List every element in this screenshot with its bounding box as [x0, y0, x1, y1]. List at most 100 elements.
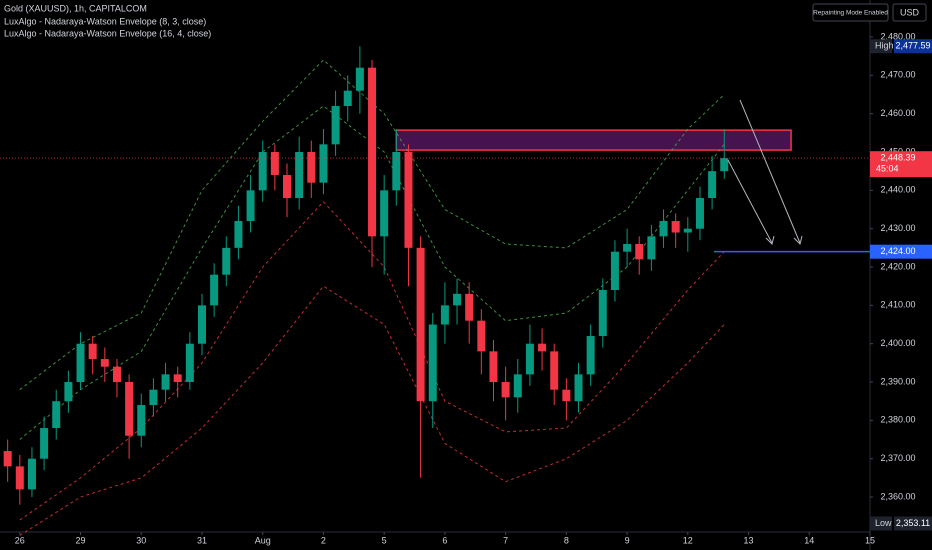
button-label[interactable]: USD [900, 7, 920, 17]
candle-body [64, 382, 73, 402]
y-tick-label: 2,480.00 [880, 31, 915, 41]
candle-body [355, 67, 364, 91]
x-tick-label: 2 [321, 535, 326, 545]
candle-body [477, 320, 486, 352]
y-tick-label: 2,380.00 [880, 415, 915, 425]
candle-body [185, 343, 194, 383]
candle-body [343, 90, 352, 107]
badge-label: 2,477.59 [895, 41, 930, 51]
candle-body [695, 198, 704, 229]
badge-text: High [875, 41, 894, 51]
candle-body [428, 324, 437, 402]
x-tick-label: 12 [683, 535, 693, 545]
badge-text: Low [875, 518, 892, 528]
x-tick-label: 29 [76, 535, 86, 545]
level-label: 2,424.00 [880, 246, 915, 256]
button-label[interactable]: Repainting Mode Enabled [813, 10, 888, 17]
y-tick-label: 2,460.00 [880, 108, 915, 118]
candle-body [125, 382, 134, 436]
indicator-label: LuxAlgo - Nadaraya-Watson Envelope (8, 3… [4, 16, 206, 26]
candle-body [149, 389, 158, 406]
y-tick-label: 2,400.00 [880, 338, 915, 348]
candle-body [647, 236, 656, 260]
y-tick-label: 2,410.00 [880, 300, 915, 310]
candle-body [586, 336, 595, 375]
candle-body [440, 305, 449, 325]
button[interactable] [812, 3, 889, 22]
arrow-head [793, 235, 803, 245]
candle-body [392, 152, 401, 191]
countdown-label: 45:04 [876, 164, 899, 174]
candle-body [538, 343, 547, 352]
candle-body [659, 221, 668, 237]
candle-body [623, 244, 632, 252]
candle-body [319, 144, 328, 183]
candle-body [368, 67, 377, 237]
y-tick-label: 2,360.00 [880, 491, 915, 501]
candle-body [137, 405, 146, 436]
candle-body [40, 428, 49, 459]
candle-body [598, 290, 607, 337]
candle-body [331, 106, 340, 145]
badge-tag [870, 39, 892, 54]
last-price-label: 2,448.39 [880, 153, 915, 163]
x-tick-label: 13 [744, 535, 754, 545]
candle-body [416, 247, 425, 402]
candle-body [453, 293, 462, 306]
x-tick-label: 7 [503, 535, 508, 545]
x-tick-label: 15 [865, 535, 875, 545]
candle-body [307, 152, 316, 183]
candle-body [197, 305, 206, 344]
x-tick-label: 9 [625, 535, 630, 545]
arrow [727, 159, 773, 244]
y-tick-label: 2,370.00 [880, 453, 915, 463]
x-tick-label: 31 [197, 535, 207, 545]
candle-body [489, 351, 498, 383]
candle-body [52, 401, 61, 429]
x-tick-label: Aug [255, 535, 271, 545]
level-badge [870, 244, 932, 259]
candle-body [683, 228, 692, 233]
candle-body [562, 389, 571, 402]
candle-body [3, 451, 12, 467]
zone [395, 129, 792, 151]
y-tick-label: 2,470.00 [880, 70, 915, 80]
y-tick-label: 2,390.00 [880, 376, 915, 386]
badge [894, 39, 932, 54]
x-tick-label: 5 [382, 535, 387, 545]
candle-body [112, 366, 121, 383]
button[interactable] [892, 3, 927, 22]
candle-body [161, 374, 170, 390]
candle-body [720, 158, 729, 172]
candle-body [210, 274, 219, 306]
candle-body [513, 374, 522, 398]
y-tick-label: 2,420.00 [880, 261, 915, 271]
y-tick-label: 2,440.00 [880, 185, 915, 195]
badge-tag [870, 516, 892, 531]
last-price-badge [870, 151, 932, 178]
candle-body [76, 343, 85, 383]
candle-body [404, 152, 413, 248]
candle-body [671, 221, 680, 233]
x-tick-label: 14 [804, 535, 814, 545]
x-tick-label: 30 [136, 535, 146, 545]
candle-body [258, 152, 267, 191]
candle-body [501, 382, 510, 398]
indicator-label: LuxAlgo - Nadaraya-Watson Envelope (16, … [4, 28, 211, 38]
candle-body [283, 175, 292, 199]
candle-body [88, 343, 97, 360]
badge [894, 516, 932, 531]
candle-body [222, 247, 231, 275]
candle-body [173, 374, 182, 383]
x-tick-label: 6 [442, 535, 447, 545]
candle-body [635, 244, 644, 260]
candle-body [465, 293, 474, 321]
badge-label: 2,353.11 [896, 518, 930, 528]
x-tick-label: 26 [15, 535, 25, 545]
candle-body [525, 343, 534, 375]
candle-body [270, 152, 279, 176]
candle-body [610, 251, 619, 291]
envelope-line [19, 59, 725, 391]
